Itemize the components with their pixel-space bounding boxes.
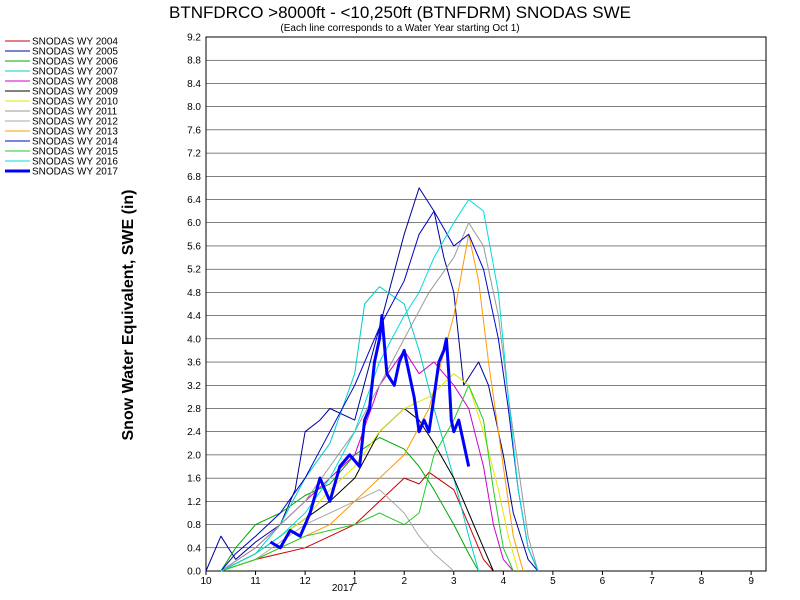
y-tick-label: 5.2 (187, 265, 201, 276)
y-tick-label: 0.8 (187, 520, 201, 531)
legend-label: SNODAS WY 2016 (32, 157, 118, 168)
y-tick-label: 9.2 (187, 33, 201, 44)
legend-label: SNODAS WY 2004 (32, 37, 118, 48)
y-tick-label: 0.0 (187, 567, 201, 578)
x-tick-label: 9 (748, 576, 754, 587)
y-tick-label: 2.8 (187, 404, 201, 415)
x-tick-label: 8 (699, 576, 705, 587)
y-tick-label: 6.4 (187, 195, 201, 206)
series-line-snodas-wy-2005 (205, 187, 539, 572)
legend-label: SNODAS WY 2015 (32, 147, 118, 158)
grid (206, 36, 766, 572)
series-lines (205, 187, 539, 572)
legend-label: SNODAS WY 2014 (32, 137, 118, 148)
x-tick-label: 3 (451, 576, 457, 587)
x-year-label: 2017 (332, 583, 355, 594)
legend-label: SNODAS WY 2005 (32, 47, 118, 58)
y-tick-label: 4.8 (187, 288, 201, 299)
y-tick-label: 6.8 (187, 172, 201, 183)
x-tick-label: 1 (352, 576, 358, 587)
y-tick-label: 6.0 (187, 218, 201, 229)
y-tick-label: 1.6 (187, 474, 201, 485)
series-line-snodas-wy-2006 (220, 437, 480, 572)
x-tick-label: 2 (401, 576, 407, 587)
y-tick-label: 3.2 (187, 381, 201, 392)
y-tick-label: 4.4 (187, 311, 201, 322)
y-tick-label: 1.2 (187, 497, 201, 508)
legend-label: SNODAS WY 2012 (32, 117, 118, 128)
chart-title: BTNFDRCO >8000ft - <10,250ft (BTNFDRM) S… (169, 3, 631, 22)
legend-label: SNODAS WY 2008 (32, 77, 118, 88)
y-tick-label: 5.6 (187, 241, 201, 252)
y-axis-label: Snow Water Equivalent, SWE (in) (120, 190, 137, 441)
x-tick-label: 6 (600, 576, 606, 587)
x-tick-label: 4 (501, 576, 507, 587)
y-tick-label: 3.6 (187, 358, 201, 369)
y-tick-label: 4.0 (187, 334, 201, 345)
x-tick-label: 12 (300, 576, 312, 587)
series-line-snodas-wy-2014 (220, 210, 539, 572)
legend-label: SNODAS WY 2017 (32, 167, 118, 178)
series-line-snodas-wy-2007 (220, 286, 480, 572)
x-axis-ticks: 10 11 12 1 2 3 4 5 6 7 8 9 (200, 571, 754, 587)
legend-label: SNODAS WY 2013 (32, 127, 118, 138)
y-tick-label: 8.0 (187, 102, 201, 113)
x-tick-label: 10 (200, 576, 212, 587)
legend-label: SNODAS WY 2006 (32, 57, 118, 68)
y-tick-label: 8.8 (187, 56, 201, 67)
legend-label: SNODAS WY 2009 (32, 87, 118, 98)
x-tick-label: 7 (649, 576, 655, 587)
x-tick-label: 5 (550, 576, 556, 587)
plot-area (205, 36, 767, 572)
series-line-snodas-wy-2011 (220, 222, 539, 572)
y-axis-ticks: 0.0 0.4 0.8 1.2 1.6 2.0 2.4 2.8 3.2 3.6 4.0 4.4 4.8 5… (187, 33, 201, 578)
series-line-snodas-wy-2016 (220, 199, 539, 572)
series-line-snodas-wy-2004 (220, 471, 494, 572)
chart-subtitle: (Each line corresponds to a Water Year s… (280, 23, 519, 34)
y-tick-label: 2.0 (187, 450, 201, 461)
legend-label: SNODAS WY 2010 (32, 97, 118, 108)
series-line-snodas-wy-2017 (269, 314, 471, 550)
legend-label: SNODAS WY 2007 (32, 67, 118, 78)
x-tick-label: 11 (250, 576, 261, 587)
y-tick-label: 2.4 (187, 427, 201, 438)
y-tick-label: 7.2 (187, 149, 201, 160)
legend-label: SNODAS WY 2011 (32, 107, 118, 118)
y-tick-label: 7.6 (187, 125, 201, 136)
series-line-snodas-wy-2015 (220, 384, 514, 572)
y-tick-label: 0.4 (187, 543, 201, 554)
y-tick-label: 8.4 (187, 79, 201, 90)
